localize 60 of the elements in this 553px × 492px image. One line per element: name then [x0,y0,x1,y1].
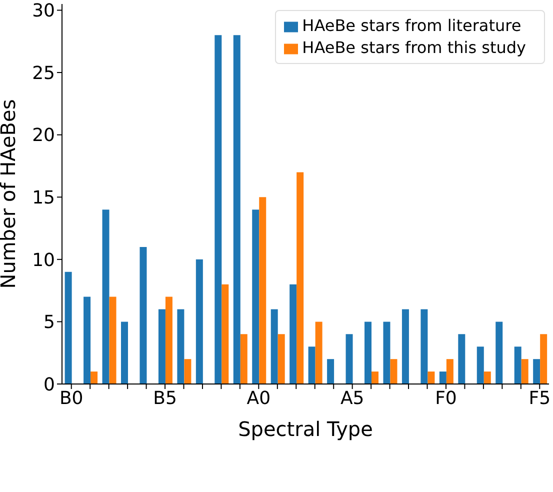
bar [364,322,372,384]
bar [109,296,116,384]
y-tick-label: 0 [44,374,55,396]
bar [64,272,72,384]
bar [196,259,203,384]
bar [296,172,304,384]
x-tick-label: F0 [435,388,457,409]
bar [533,359,540,384]
bar [496,322,503,384]
bar [484,372,491,384]
bar [514,346,522,384]
bar [158,309,166,384]
bar [259,197,266,384]
x-tick-label: A5 [340,388,364,409]
bar [252,210,260,384]
bar [140,246,147,384]
y-tick-label: 5 [44,312,55,334]
bar [439,372,446,384]
bar [177,309,184,384]
bar [165,296,172,384]
bar [458,334,466,384]
bar [428,372,435,384]
y-tick-label: 30 [32,0,55,22]
legend-label: HAeBe stars from this study [302,38,526,57]
y-tick-label: 20 [32,125,55,146]
bar [346,334,353,384]
bar [402,309,409,384]
bar [84,296,91,384]
x-tick-label: B0 [59,388,84,409]
bar [383,322,390,384]
bar [315,322,322,384]
bar [240,334,248,384]
y-tick-label: 10 [32,250,55,271]
bar [184,359,192,384]
bar [308,346,316,384]
bar [372,372,378,384]
x-tick-label: A0 [246,388,271,409]
bar [233,35,240,384]
bar [222,284,229,384]
bar [90,372,98,384]
bar [121,322,128,384]
bar [290,284,297,384]
bar [540,334,548,384]
y-tick-label: 25 [32,62,55,84]
bar [214,35,222,384]
bar [278,334,285,384]
bar [102,210,110,384]
bar [327,359,334,384]
x-axis-title: Spectral Type [238,417,373,441]
x-tick-label: B5 [153,388,177,409]
bar [446,359,454,384]
bar [420,309,428,384]
legend-label: HAeBe stars from literature [302,16,522,35]
bar [521,359,528,384]
bar [270,309,278,384]
y-axis-title: Number of HAeBes [0,99,20,289]
bar [390,359,398,384]
bar [476,346,484,384]
x-tick-label: F5 [528,388,551,409]
y-tick-label: 15 [32,188,55,209]
